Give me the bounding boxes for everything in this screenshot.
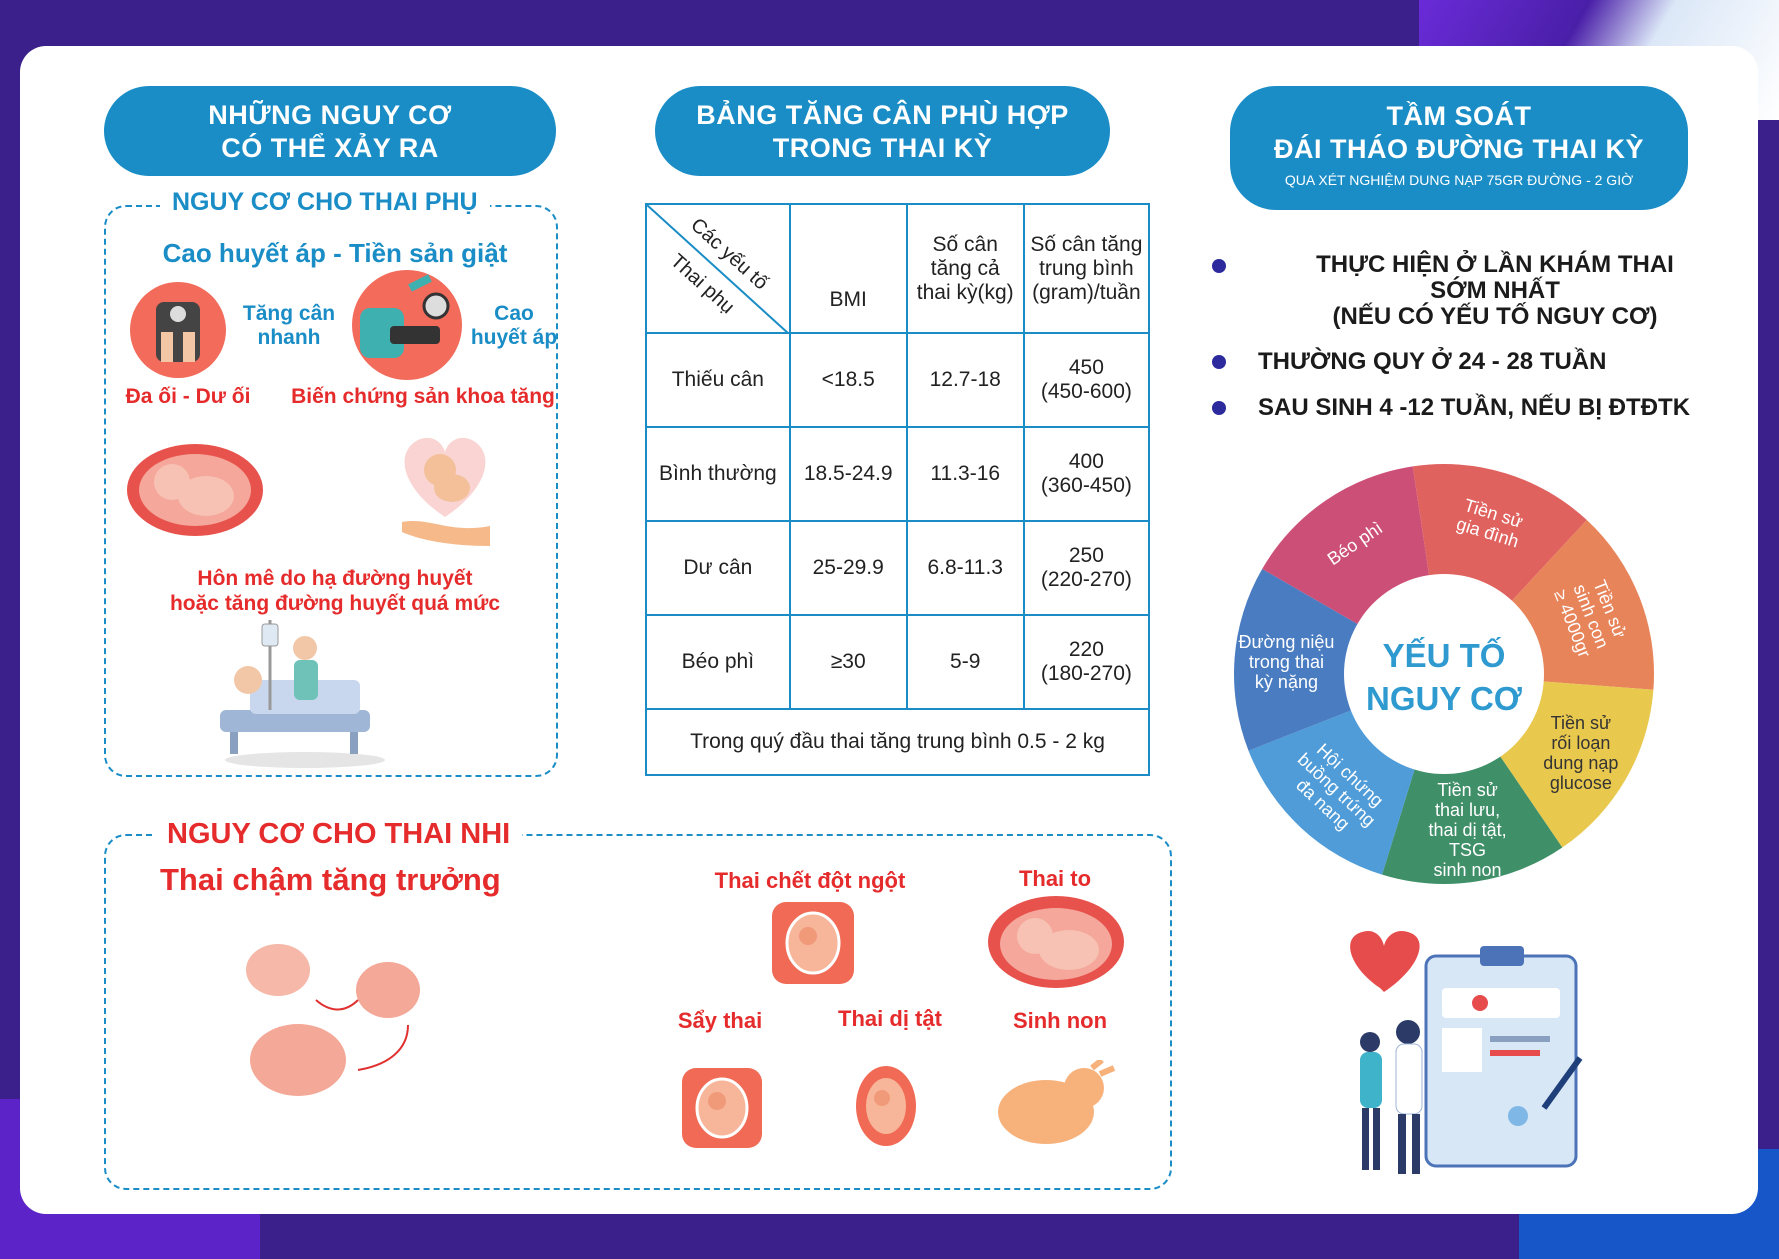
weekly-cell: 250 (220-270) (1022, 520, 1151, 616)
fetus-icon-miscarriage (682, 1068, 762, 1148)
col-header-total: Số cân tăng cả thai kỳ(kg) (905, 203, 1025, 334)
doctor-clipboard-illustration (1350, 930, 1583, 1174)
mother-risk-title: NGUY CƠ CHO THAI PHỤ (160, 188, 490, 217)
table-row: Thiếu cân <18.5 12.7-18 450 (450-600) (645, 332, 1151, 428)
diagonal-divider (647, 206, 788, 331)
wheel-segment (1234, 569, 1444, 751)
heart-fetus-icon (402, 437, 490, 546)
fetus-icon-preterm (998, 1060, 1116, 1144)
screening-header: TẦM SOÁT ĐÁI THÁO ĐƯỜNG THAI KỲ QUA XÉT … (1230, 86, 1688, 210)
rapid-gain-label: Tăng cân nhanh (242, 302, 336, 349)
weight-gain-header: BẢNG TĂNG CÂN PHÙ HỢP TRONG THAI KỲ (655, 86, 1110, 176)
wheel-center-line1: YẾU TỐ (1383, 636, 1506, 674)
row-label: Bình thường (645, 426, 791, 522)
fetus-growth-illustration (246, 944, 420, 1096)
bullet-dot (1212, 355, 1226, 369)
table-footer: Trong quý đầu thai tăng trung bình 0.5 -… (645, 708, 1150, 776)
table-row: Dư cân 25-29.9 6.8-11.3 250 (220-270) (645, 520, 1151, 616)
bullet-item: THƯỜNG QUY Ở 24 - 28 TUẦN (1212, 348, 1732, 376)
fetus-icon-malformation (856, 1066, 916, 1146)
bmi-cell: 25-29.9 (788, 520, 908, 616)
blood-pressure-icon (352, 270, 462, 380)
weight-gain-table: Các yếu tố Thai phụ BMI Số cân tăng cả t… (645, 203, 1151, 776)
large-fetus-label: Thai to (1018, 866, 1092, 891)
wheel-segment-label: Tiền sử thai lưu, thai dị tật, TSG sinh non (1429, 780, 1507, 880)
table-footer-row: Trong quý đầu thai tăng trung bình 0.5 -… (645, 708, 1150, 776)
weekly-cell: 450 (450-600) (1022, 332, 1151, 428)
fetus-icon-sudden-death (772, 902, 854, 984)
hospital-bed-illustration (220, 620, 385, 768)
sudden-death-label: Thai chết đột ngột (714, 868, 906, 893)
total-cell: 11.3-16 (905, 426, 1025, 522)
total-cell: 6.8-11.3 (905, 520, 1025, 616)
table-corner-cell: Các yếu tố Thai phụ (645, 203, 791, 334)
weighing-scale-icon (130, 282, 226, 378)
wheel-segment-label: Đường niệu trong thai kỳ nặng (1238, 632, 1334, 692)
bmi-cell: <18.5 (788, 332, 908, 428)
growth-restriction-label: Thai chậm tăng trưởng (160, 862, 501, 897)
complication-label: Biến chứng sản khoa tăng (291, 385, 555, 408)
weekly-cell: 400 (360-450) (1022, 426, 1151, 522)
table-row: Béo phì ≥30 5-9 220 (180-270) (645, 614, 1151, 710)
large-fetus-icon (988, 896, 1124, 988)
bullet-item: SAU SINH 4 -12 TUẦN, NẾU BỊ ĐTĐTK (1212, 394, 1732, 422)
wheel-center-line2: NGUY CƠ (1366, 680, 1523, 717)
high-bp-label: Cao huyết áp (470, 302, 558, 349)
risks-header: NHỮNG NGUY CƠ CÓ THỂ XẢY RA (104, 86, 556, 176)
coma-label: Hôn mê do hạ đường huyết hoặc tăng đường … (169, 567, 501, 615)
bullet-dot (1212, 259, 1226, 273)
bullet-dot (1212, 401, 1226, 415)
amniotic-label: Đa ối - Dư ối (125, 385, 251, 408)
row-label: Béo phì (645, 614, 791, 710)
col-header-bmi: BMI (788, 203, 908, 334)
screening-bullets: THỰC HIỆN Ở LẦN KHÁM THAI SỚM NHẤT (NẾU … (1212, 252, 1732, 440)
row-label: Dư cân (645, 520, 791, 616)
miscarriage-label: Sẩy thai (677, 1008, 763, 1033)
total-cell: 5-9 (905, 614, 1025, 710)
malformation-label: Thai dị tật (838, 1006, 942, 1031)
wheel-center (1344, 574, 1544, 774)
weekly-cell: 220 (180-270) (1022, 614, 1151, 710)
col-header-weekly: Số cân tăng trung bình (gram)/tuần (1022, 203, 1151, 334)
preeclampsia-subtitle: Cao huyết áp - Tiền sản giật (162, 238, 508, 268)
table-row: Bình thường 18.5-24.9 11.3-16 400 (360-45… (645, 426, 1151, 522)
wheel-segment-label: Tiền sử rối loạn dung nạp glucose (1543, 713, 1618, 793)
bmi-cell: 18.5-24.9 (788, 426, 908, 522)
fetus-risk-title: NGUY CƠ CHO THAI NHI (155, 818, 523, 851)
fetus-risk-box (104, 834, 1172, 1190)
bullet-item: THỰC HIỆN Ở LẦN KHÁM THAI SỚM NHẤT (NẾU … (1212, 252, 1732, 330)
total-cell: 12.7-18 (905, 332, 1025, 428)
fetus-womb-icon (127, 444, 263, 536)
row-label: Thiếu cân (645, 332, 791, 428)
bmi-cell: ≥30 (788, 614, 908, 710)
wheel-segment (1382, 674, 1563, 884)
preterm-label: Sinh non (1012, 1008, 1108, 1033)
